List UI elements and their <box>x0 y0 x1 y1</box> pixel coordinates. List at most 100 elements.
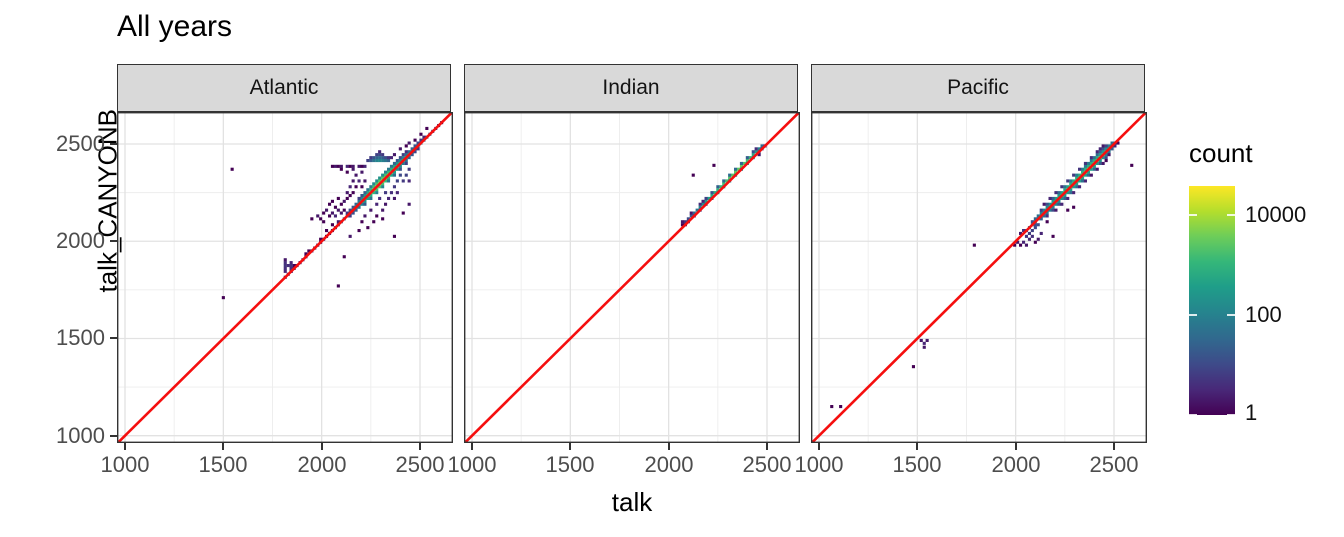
bin2d-cell <box>1039 217 1043 221</box>
bin2d-cell <box>384 179 388 183</box>
legend-tick-label: 100 <box>1245 302 1282 327</box>
bin2d-cell <box>333 164 337 168</box>
bin2d-cell <box>363 214 367 218</box>
bin2d-cell <box>1081 170 1085 174</box>
bin2d-cell <box>283 266 287 270</box>
bin2d-cell <box>389 156 393 160</box>
bin2d-cell <box>1072 205 1076 209</box>
y-tick-mark <box>110 435 117 437</box>
bin2d-cell <box>1095 156 1099 160</box>
bin2d-cell <box>404 159 408 163</box>
bin2d-cell <box>407 156 411 160</box>
legend-tick-mark <box>1227 314 1235 316</box>
bin2d-cell <box>369 185 373 189</box>
bin2d-cell <box>416 147 420 151</box>
bin2d-cell <box>389 164 393 168</box>
bin2d-cell <box>375 156 379 160</box>
y-tick-label: 2500 <box>56 131 105 156</box>
bin2d-cell <box>736 167 740 171</box>
x-tick-label: 2500 <box>395 452 445 477</box>
bin2d-cell <box>330 211 334 215</box>
bin2d-cell <box>1089 161 1093 165</box>
legend-title: count <box>1189 138 1253 168</box>
bin2d-cell <box>1033 226 1037 230</box>
bin2d-cell <box>354 173 358 177</box>
facet-strip-label: Indian <box>602 76 660 99</box>
y-tick-mark <box>110 143 117 145</box>
bin2d-cell <box>1078 167 1082 171</box>
x-tick-label: 1500 <box>892 452 942 477</box>
panel-atlantic <box>117 112 453 443</box>
bin2d-cell <box>378 156 382 160</box>
bin2d-cell <box>922 345 926 349</box>
bin2d-cell <box>1110 147 1114 151</box>
bin2d-cell <box>366 191 370 195</box>
bin2d-cell <box>345 196 349 200</box>
bin2d-cell <box>716 188 720 192</box>
bin2d-cell <box>1036 237 1040 241</box>
bin2d-cell <box>319 217 323 221</box>
bin2d-cell <box>425 126 429 130</box>
bin2d-cell <box>392 196 396 200</box>
bin2d-cell <box>384 159 388 163</box>
bin2d-cell <box>1069 182 1073 186</box>
bin2d-cell <box>392 153 396 157</box>
bin2d-cell <box>330 223 334 227</box>
bin2d-cell <box>357 196 361 200</box>
bin2d-cell <box>369 156 373 160</box>
bin2d-cell <box>1039 211 1043 215</box>
bin2d-cell <box>1022 229 1026 233</box>
bin2d-cell <box>972 243 976 247</box>
bin2d-cell <box>422 135 426 139</box>
bin2d-cell <box>1042 202 1046 206</box>
bin2d-cell <box>1101 150 1105 154</box>
bin2d-cell <box>1081 179 1085 183</box>
bin2d-cell <box>1095 161 1099 165</box>
bin2d-cell <box>1033 240 1037 244</box>
bin2d-cell <box>357 164 361 168</box>
bin2d-cell <box>1057 191 1061 195</box>
bin2d-cell <box>911 365 915 369</box>
bin2d-cell <box>360 196 364 200</box>
bin2d-cell <box>1066 185 1070 189</box>
legend-tick-label: 10000 <box>1245 202 1307 227</box>
bin2d-cell <box>372 185 376 189</box>
bin2d-cell <box>1054 191 1058 195</box>
bin2d-cell <box>351 179 355 183</box>
bin2d-cell <box>1078 185 1082 189</box>
bin2d-cell <box>1045 220 1049 224</box>
bin2d-cell <box>1092 164 1096 168</box>
bin2d-cell <box>392 234 396 238</box>
bin2d-cell <box>339 202 343 206</box>
bin2d-cell <box>360 170 364 174</box>
bin2d-cell <box>1069 188 1073 192</box>
bin2d-cell <box>1072 185 1076 189</box>
facet-strip-indian: Indian <box>464 64 798 112</box>
bin2d-cell <box>1051 208 1055 212</box>
bin2d-cell <box>698 205 702 209</box>
bin2d-cell <box>1039 231 1043 235</box>
plot-title: All years <box>117 10 233 43</box>
bin2d-cell <box>389 167 393 171</box>
bin2d-cell <box>369 194 373 198</box>
bin2d-cell <box>369 208 373 212</box>
facet-strip-atlantic: Atlantic <box>117 64 451 112</box>
panel-pacific-canvas <box>811 112 1147 443</box>
bin2d-cell <box>704 199 708 203</box>
x-tick-label: 2500 <box>742 452 792 477</box>
bin2d-cell <box>1072 179 1076 183</box>
bin2d-cell <box>360 202 364 206</box>
bin2d-cell <box>1083 179 1087 183</box>
bin2d-cell <box>1086 170 1090 174</box>
bin2d-cell <box>413 138 417 142</box>
bin2d-cell <box>686 217 690 221</box>
bin2d-cell <box>392 185 396 189</box>
bin2d-cell <box>692 211 696 215</box>
bin2d-cell <box>919 338 923 342</box>
bin2d-cell <box>283 258 287 262</box>
bin2d-cell <box>1101 147 1105 151</box>
bin2d-cell <box>1033 223 1037 227</box>
bin2d-cell <box>1057 202 1061 206</box>
bin2d-cell <box>710 194 714 198</box>
bin2d-cell <box>760 144 764 148</box>
